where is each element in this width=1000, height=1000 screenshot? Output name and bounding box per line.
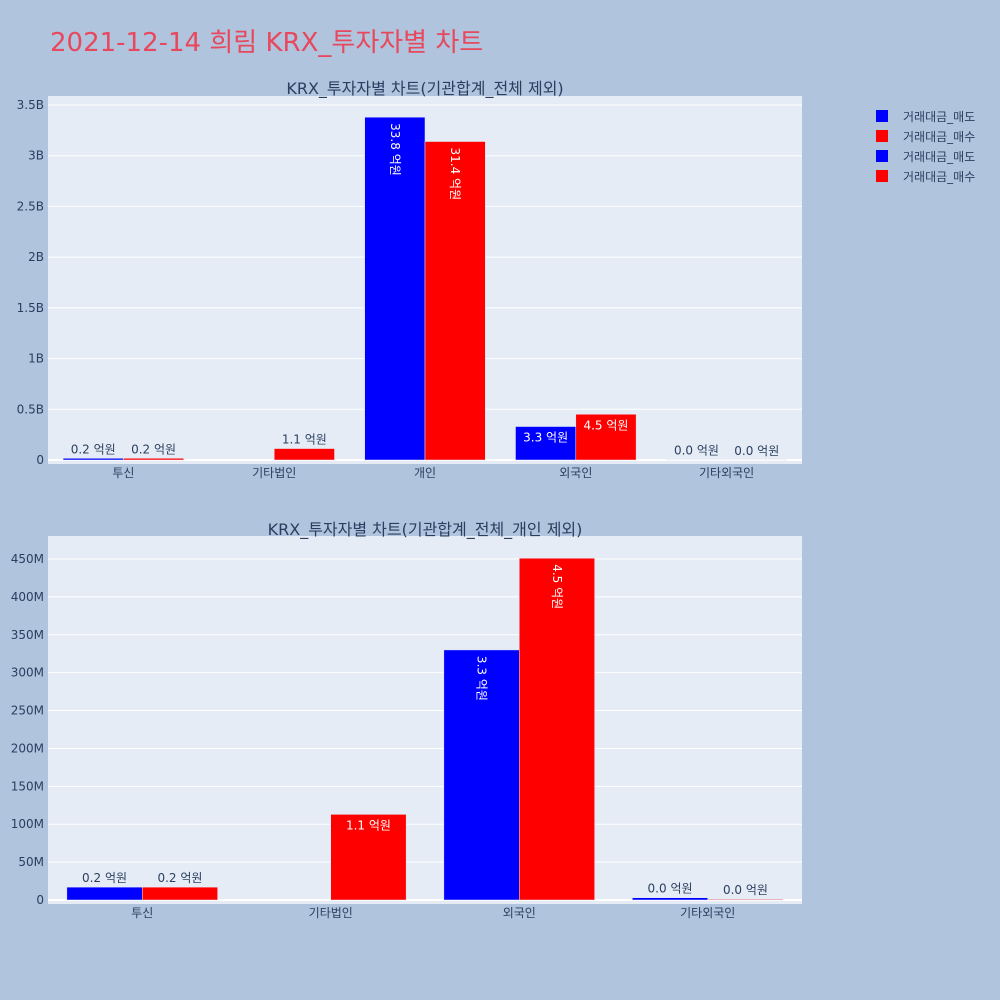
x-tick-label: 기타법인 bbox=[309, 906, 353, 920]
bar bbox=[66, 886, 143, 901]
y-tick-label: 3B bbox=[28, 149, 44, 163]
legend-item[interactable]: 거래대금_매수 bbox=[876, 126, 975, 146]
x-tick-label: 외국인 bbox=[559, 466, 592, 480]
y-tick-label: 400M bbox=[11, 590, 44, 604]
x-tick-label: 기타법인 bbox=[252, 466, 296, 480]
x-tick-label: 외국인 bbox=[503, 906, 536, 920]
data-label: 0.2 억원 bbox=[157, 871, 202, 885]
data-label: 4.5 억원 bbox=[583, 418, 628, 432]
data-label: 0.2 억원 bbox=[82, 871, 127, 885]
data-label: 1.1 억원 bbox=[282, 433, 327, 447]
y-tick-label: 350M bbox=[11, 628, 44, 642]
data-label: 0.2 억원 bbox=[71, 442, 116, 456]
y-tick-label: 300M bbox=[11, 666, 44, 680]
y-tick-label: 2B bbox=[28, 250, 44, 264]
y-tick-label: 100M bbox=[11, 817, 44, 831]
y-tick-label: 3.5B bbox=[17, 98, 44, 112]
x-tick-label: 기타외국인 bbox=[699, 466, 754, 480]
bar bbox=[330, 814, 407, 901]
data-label: 3.3 억원 bbox=[475, 656, 489, 701]
x-tick-label: 투신 bbox=[131, 906, 153, 920]
legend-label: 거래대금_매수 bbox=[903, 129, 976, 144]
data-label: 0.0 억원 bbox=[674, 444, 719, 458]
data-label: 0.0 억원 bbox=[723, 883, 768, 897]
data-label: 4.5 억원 bbox=[550, 564, 564, 609]
bar bbox=[632, 897, 708, 901]
bar bbox=[364, 116, 426, 461]
legend-swatch bbox=[876, 150, 888, 162]
legend-label: 거래대금_매도 bbox=[903, 149, 976, 164]
plot-area bbox=[48, 536, 802, 904]
page-title: 2021-12-14 희림 KRX_투자자별 차트 bbox=[50, 28, 484, 58]
chart-title: KRX_투자자별 차트(기관합계_전체_개인 제외) bbox=[268, 520, 583, 540]
bar bbox=[707, 898, 784, 901]
legend-swatch bbox=[876, 110, 888, 122]
bar bbox=[123, 458, 184, 461]
bar bbox=[575, 414, 637, 461]
y-tick-label: 200M bbox=[11, 741, 44, 755]
bar bbox=[424, 141, 486, 461]
y-tick-label: 50M bbox=[18, 855, 44, 869]
y-tick-label: 0 bbox=[36, 453, 44, 467]
x-tick-label: 기타외국인 bbox=[680, 906, 735, 920]
y-tick-label: 450M bbox=[11, 552, 44, 566]
legend-item[interactable]: 거래대금_매수 bbox=[876, 166, 975, 186]
bar bbox=[142, 886, 218, 901]
data-label: 3.3 억원 bbox=[523, 431, 568, 445]
data-label: 0.2 억원 bbox=[131, 442, 176, 456]
data-label: 31.4 억원 bbox=[448, 148, 462, 201]
legend-label: 거래대금_매수 bbox=[903, 169, 976, 184]
legend-swatch bbox=[876, 170, 888, 182]
legend-swatch bbox=[876, 130, 888, 142]
y-tick-label: 1.5B bbox=[17, 301, 44, 315]
legend-item[interactable]: 거래대금_매도 bbox=[876, 146, 975, 166]
bar bbox=[519, 557, 595, 901]
bar bbox=[515, 426, 577, 461]
legend: 거래대금_매도 거래대금_매수 거래대금_매도 거래대금_매수 bbox=[876, 106, 975, 186]
data-label: 33.8 억원 bbox=[388, 123, 402, 176]
y-tick-label: 250M bbox=[11, 704, 44, 718]
legend-item[interactable]: 거래대금_매도 bbox=[876, 106, 975, 126]
y-tick-label: 150M bbox=[11, 779, 44, 793]
chart-title: KRX_투자자별 차트(기관합계_전체 제외) bbox=[286, 79, 563, 99]
y-tick-label: 1B bbox=[28, 352, 44, 366]
y-tick-label: 0.5B bbox=[17, 402, 44, 416]
bar bbox=[273, 448, 335, 461]
legend-label: 거래대금_매도 bbox=[903, 109, 976, 124]
y-tick-label: 0 bbox=[36, 893, 44, 907]
x-tick-label: 투신 bbox=[112, 466, 134, 480]
data-label: 0.0 억원 bbox=[648, 882, 693, 896]
bar bbox=[443, 649, 520, 901]
bar bbox=[62, 458, 124, 461]
data-label: 0.0 억원 bbox=[734, 444, 779, 458]
x-tick-label: 개인 bbox=[414, 466, 436, 480]
data-label: 1.1 억원 bbox=[346, 818, 391, 832]
y-tick-label: 2.5B bbox=[17, 199, 44, 213]
